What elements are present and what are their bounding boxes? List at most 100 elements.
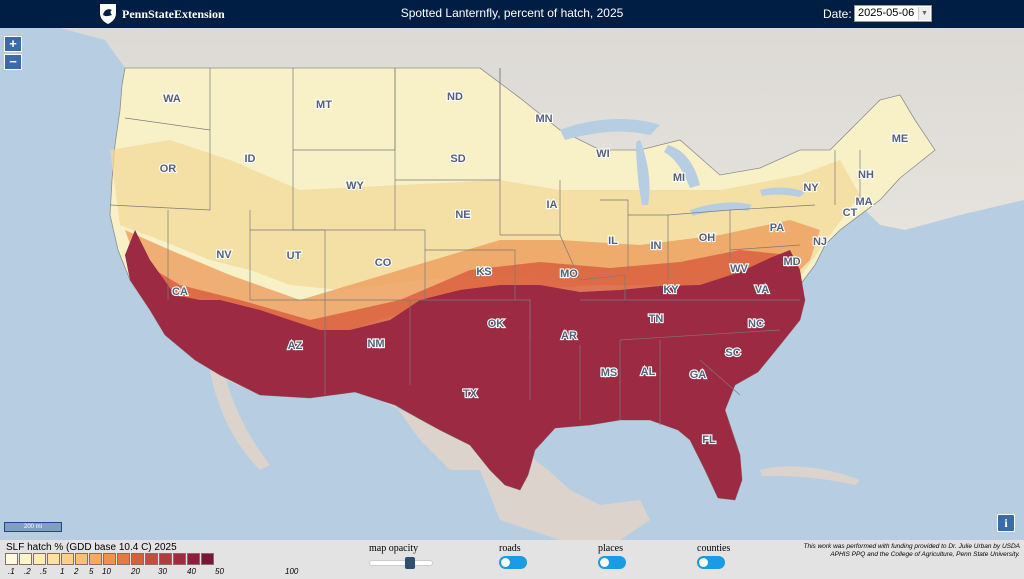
- legend-tick-label: 1: [60, 567, 65, 576]
- date-select[interactable]: 2025-05-06 ▼: [854, 5, 932, 22]
- nittany-lion-shield-icon: [100, 4, 116, 24]
- state-label-mt: MT: [316, 99, 332, 111]
- opacity-label: map opacity: [369, 543, 419, 554]
- state-label-ar: AR: [561, 330, 577, 342]
- page-title: Spotted Lanternfly, percent of hatch, 20…: [400, 6, 624, 20]
- state-label-wy: WY: [346, 180, 364, 192]
- legend-swatch: [159, 553, 172, 565]
- legend-swatch: [145, 553, 158, 565]
- state-label-wv: WV: [730, 263, 748, 275]
- chevron-down-icon[interactable]: ▼: [918, 7, 930, 20]
- legend-tick-label: 100: [285, 567, 299, 576]
- state-label-fl: FL: [702, 434, 716, 446]
- legend-tick-label: .5: [40, 567, 47, 576]
- state-label-az: AZ: [288, 340, 303, 352]
- legend-tick-label: 50: [215, 567, 224, 576]
- state-label-va: VA: [755, 284, 770, 296]
- toggle-knob: [501, 558, 510, 567]
- counties-label: counties: [697, 543, 731, 554]
- state-label-nj: NJ: [813, 236, 827, 248]
- places-toggle[interactable]: [598, 556, 626, 569]
- state-label-ok: OK: [488, 318, 505, 330]
- state-label-ma: MA: [855, 196, 872, 208]
- legend-swatch: [61, 553, 74, 565]
- state-label-ky: KY: [663, 284, 679, 296]
- legend-swatch: [117, 553, 130, 565]
- state-label-tx: TX: [463, 388, 478, 400]
- state-labels: WA MT ND MN ME OR ID SD WI MI NY NH WY IA MA NE CT CA NV UT…: [159, 90, 910, 447]
- state-label-ia: IA: [547, 199, 558, 211]
- state-label-al: AL: [641, 366, 656, 378]
- legend-swatch: [103, 553, 116, 565]
- legend-swatches: [5, 553, 215, 565]
- zoom-out-button[interactable]: −: [4, 54, 22, 70]
- funding-credit: This work was performed with funding pro…: [803, 543, 1020, 558]
- legend-tick-label: 20: [131, 567, 140, 576]
- legend-swatch: [19, 553, 32, 565]
- state-label-mi: MI: [673, 172, 685, 184]
- legend-tick-label: 2: [74, 567, 79, 576]
- hatch-band-full: [125, 230, 805, 500]
- state-label-wi: WI: [596, 148, 609, 160]
- legend-ticks: .1 .2 .5 1 2 5 10 20 30 40 50 100: [5, 567, 305, 577]
- state-label-mo: MO: [560, 268, 578, 280]
- legend-swatch: [187, 553, 200, 565]
- legend-tick-label: .1: [8, 567, 15, 576]
- state-label-in: IN: [651, 240, 662, 252]
- state-label-ut: UT: [287, 250, 302, 262]
- places-label: places: [598, 543, 623, 554]
- mexico-land: [215, 375, 650, 540]
- state-label-ct: CT: [843, 207, 858, 219]
- state-label-oh: OH: [699, 232, 716, 244]
- legend-tick-label: 5: [89, 567, 94, 576]
- lake-ontario: [760, 187, 805, 197]
- state-label-il: IL: [608, 235, 618, 247]
- lake-huron: [664, 145, 700, 188]
- legend-tick-label: .2: [24, 567, 31, 576]
- state-label-nm: NM: [367, 338, 384, 350]
- state-label-co: CO: [375, 257, 392, 269]
- legend-tick-label: 40: [187, 567, 196, 576]
- lake-superior: [560, 118, 660, 140]
- state-label-or: OR: [160, 163, 177, 175]
- roads-toggle[interactable]: [499, 556, 527, 569]
- counties-toggle[interactable]: [697, 556, 725, 569]
- state-label-md: MD: [783, 256, 800, 268]
- state-label-ks: KS: [476, 266, 491, 278]
- info-button[interactable]: i: [997, 514, 1015, 532]
- legend-swatch: [47, 553, 60, 565]
- cuba-land: [760, 466, 860, 485]
- state-label-sd: SD: [450, 153, 465, 165]
- scale-bar: 200 mi: [4, 522, 62, 532]
- legend-swatch: [201, 553, 214, 565]
- state-label-ny: NY: [803, 182, 819, 194]
- state-label-nh: NH: [858, 169, 874, 181]
- legend-swatch: [5, 553, 18, 565]
- legend-tick-label: 30: [158, 567, 167, 576]
- lake-michigan: [636, 140, 650, 205]
- state-label-ca: CA: [172, 286, 188, 298]
- legend-tick-label: 10: [102, 567, 111, 576]
- toggle-knob: [600, 558, 609, 567]
- pennstate-extension-logo[interactable]: PennStateExtension: [98, 2, 225, 26]
- footer-bar: SLF hatch % (GDD base 10.4 C) 2025 .1 .2.…: [0, 540, 1024, 579]
- toggle-knob: [699, 558, 708, 567]
- state-label-id: ID: [245, 153, 256, 165]
- state-label-tn: TN: [649, 313, 664, 325]
- legend-swatch: [33, 553, 46, 565]
- opacity-slider-track[interactable]: [369, 560, 433, 566]
- legend-swatch: [89, 553, 102, 565]
- legend-title: SLF hatch % (GDD base 10.4 C) 2025: [6, 542, 177, 553]
- state-label-ne: NE: [455, 209, 470, 221]
- hatch-map[interactable]: WA MT ND MN ME OR ID SD WI MI NY NH WY IA MA NE CT CA NV UT…: [0, 28, 1024, 540]
- legend-swatch: [75, 553, 88, 565]
- opacity-slider-thumb[interactable]: [405, 557, 415, 569]
- map-canvas[interactable]: WA MT ND MN ME OR ID SD WI MI NY NH WY IA MA NE CT CA NV UT…: [0, 28, 1024, 540]
- state-boundaries: [109, 68, 861, 425]
- state-label-ms: MS: [601, 367, 618, 379]
- state-label-me: ME: [892, 133, 909, 145]
- baja-land: [210, 370, 270, 470]
- state-label-sc: SC: [725, 347, 740, 359]
- zoom-in-button[interactable]: +: [4, 36, 22, 52]
- roads-label: roads: [499, 543, 521, 554]
